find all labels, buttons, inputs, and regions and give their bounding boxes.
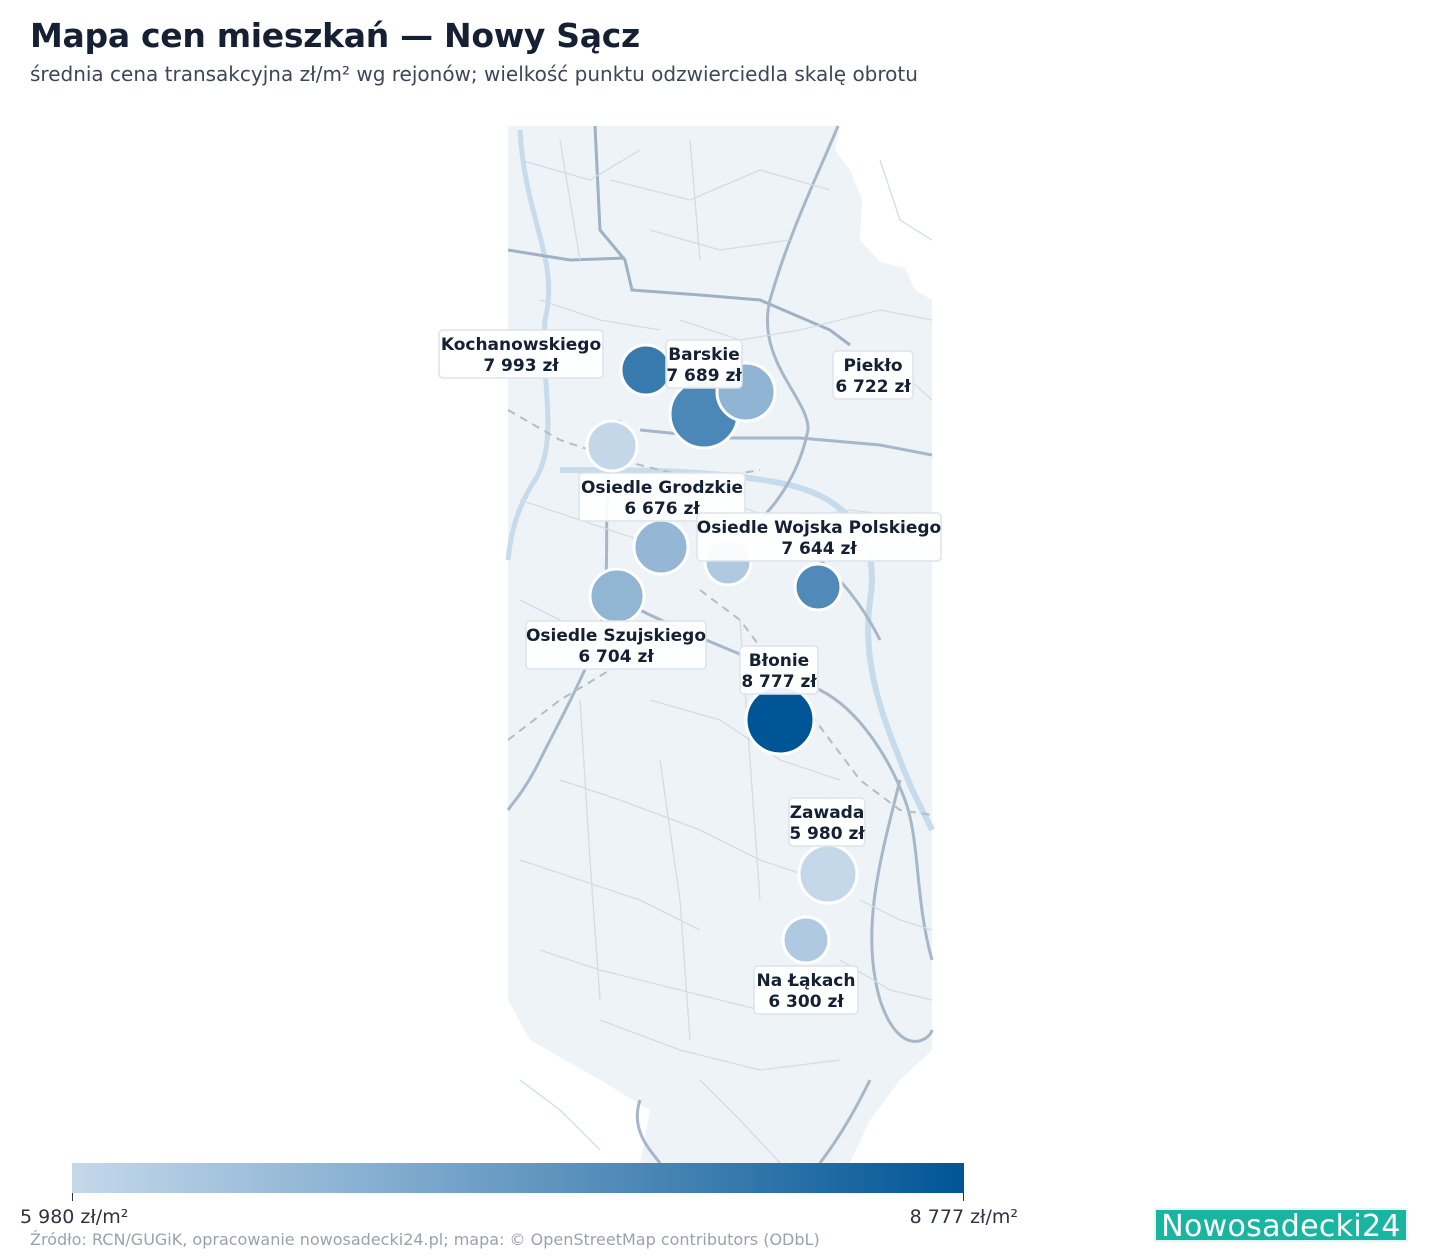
district-price: 6 704 zł (578, 647, 654, 667)
color-scale-min-tick (72, 1193, 73, 1201)
bubble-10[interactable] (781, 915, 831, 965)
district-price: 6 676 zł (624, 499, 700, 519)
district-name: Osiedle Grodzkie (581, 478, 743, 498)
bubble-0[interactable] (619, 343, 673, 397)
page-subtitle: średnia cena transakcyjna zł/m² wg rejon… (30, 62, 918, 86)
district-price: 7 644 zł (781, 539, 857, 559)
color-scale-min-label: 5 980 zł/m² (20, 1206, 129, 1228)
district-price: 5 980 zł (789, 824, 865, 844)
source-note: Źródło: RCN/GUGiK, opracowanie nowosadec… (30, 1230, 820, 1249)
bubble-6[interactable] (588, 567, 646, 625)
district-price: 7 689 zł (666, 366, 742, 386)
district-price: 6 300 zł (768, 992, 844, 1012)
district-name: Na Łąkach (757, 971, 856, 991)
color-scale-max-tick (963, 1193, 964, 1201)
district-name: Błonie (749, 651, 809, 671)
bubble-9[interactable] (797, 843, 859, 905)
district-price: 7 993 zł (483, 356, 559, 376)
bubble-5[interactable] (632, 518, 690, 576)
district-name: Osiedle Wojska Polskiego (697, 518, 941, 538)
district-name: Zawada (790, 803, 865, 823)
brand-logo[interactable]: Nowosadecki24 (1154, 1208, 1408, 1244)
bubble-7[interactable] (793, 562, 843, 612)
bubble-8[interactable] (744, 684, 816, 756)
color-scale-max-label: 8 777 zł/m² (909, 1206, 1018, 1228)
district-name: Osiedle Szujskiego (526, 626, 706, 646)
district-name: Kochanowskiego (441, 335, 601, 355)
district-price: 8 777 zł (741, 672, 817, 692)
district-bubbles (585, 343, 859, 965)
color-scale-bar (72, 1163, 964, 1193)
page-title: Mapa cen mieszkań — Nowy Sącz (30, 16, 640, 55)
bubble-3[interactable] (585, 419, 639, 473)
district-name: Piekło (843, 356, 902, 376)
district-name: Barskie (668, 345, 740, 365)
district-price: 6 722 zł (835, 377, 911, 397)
